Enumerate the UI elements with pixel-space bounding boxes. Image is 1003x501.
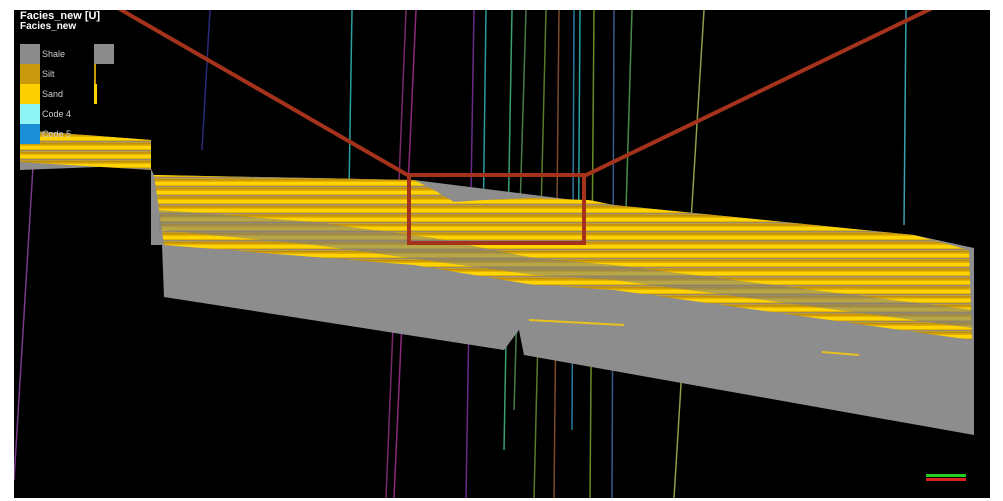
facies-model-scene: [14, 10, 974, 498]
code4-swatch: [20, 104, 40, 124]
legend-label-silt: Silt: [42, 69, 55, 79]
legend-subtitle: Facies_new: [20, 21, 77, 32]
legend-label-code5: Code 5: [42, 129, 72, 139]
histogram-bar-sand: [94, 84, 97, 104]
3d-viewport[interactable]: Facies_new [U] Facies_new Shale Silt San…: [14, 10, 990, 498]
silt-swatch: [20, 64, 40, 84]
sand-swatch: [20, 84, 40, 104]
scale-bar-green: [926, 474, 966, 477]
facies-legend: Shale Silt Sand Code 4 Code 5: [20, 44, 130, 144]
histogram-bar-shale: [94, 44, 114, 64]
scale-bar: [926, 474, 966, 482]
facies-histogram: [94, 44, 114, 124]
code5-swatch: [20, 124, 40, 144]
model-sand-layers: [20, 130, 974, 356]
shale-swatch: [20, 44, 40, 64]
legend-label-code4: Code 4: [42, 109, 72, 119]
legend-item-code4: Code 4: [20, 104, 130, 124]
legend-item-shale: Shale: [20, 44, 130, 64]
legend-item-code5: Code 5: [20, 124, 130, 144]
histogram-bar-silt: [94, 64, 96, 84]
scale-bar-red: [926, 478, 966, 481]
legend-item-silt: Silt: [20, 64, 130, 84]
highlight-box[interactable]: [407, 173, 586, 245]
legend-item-sand: Sand: [20, 84, 130, 104]
zoom-callout-lines: [117, 10, 933, 179]
legend-label-sand: Sand: [42, 89, 64, 99]
legend-title: Facies_new [U]: [20, 10, 101, 22]
legend-label-shale: Shale: [42, 49, 66, 59]
